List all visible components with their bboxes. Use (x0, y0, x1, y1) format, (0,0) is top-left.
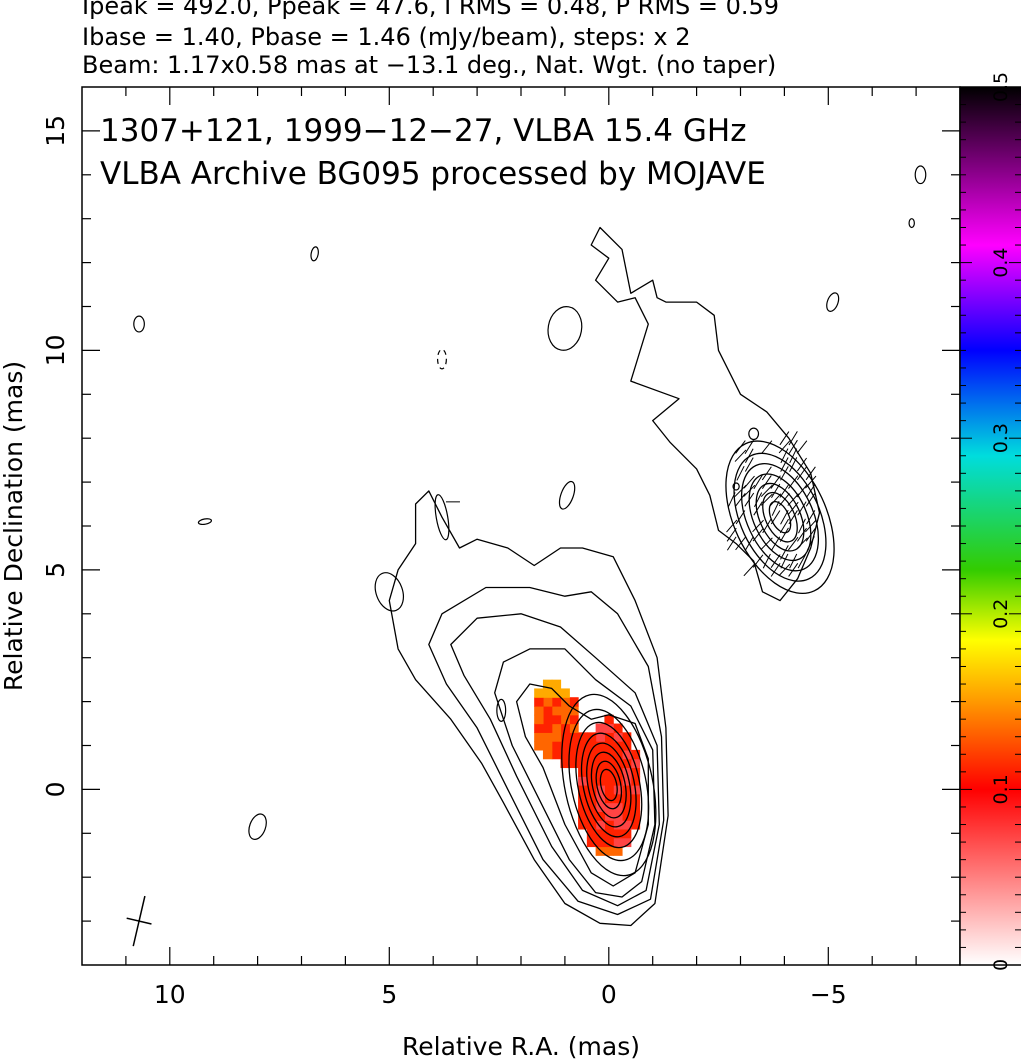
colorbar (960, 87, 1021, 965)
polarization-pixel (569, 759, 578, 768)
polarization-pixel (596, 724, 605, 733)
polarization-pixel (613, 838, 622, 847)
evpa-tick (771, 510, 780, 523)
noise-island-contour (749, 428, 759, 439)
polarization-pixel (613, 803, 622, 812)
polarization-pixel (543, 741, 552, 750)
polarization-pixel (552, 732, 561, 741)
east-component-contour (765, 498, 795, 536)
extended-emission-contour (591, 228, 819, 601)
y-tick-label: 15 (41, 115, 70, 147)
polarization-pixel (552, 680, 561, 689)
polarization-pixel (604, 794, 613, 803)
polarization-pixel (543, 750, 552, 759)
polarization-pixel (534, 688, 543, 697)
east-component-contour (715, 439, 844, 596)
evpa-tick (771, 537, 779, 551)
polarization-pixel (552, 706, 561, 715)
polarization-pixel (534, 715, 543, 724)
evpa-tick (744, 564, 755, 576)
polarization-pixel (561, 688, 570, 697)
x-tick-label: 10 (154, 980, 186, 1009)
polarization-pixel (578, 759, 587, 768)
colorbar-tick-label: 0.1 (990, 774, 1012, 804)
polarization-pixel (534, 741, 543, 750)
polarization-pixel (604, 785, 613, 794)
polarization-pixel (604, 829, 613, 838)
noise-island-contour (545, 304, 585, 353)
noise-island-contour (310, 246, 319, 261)
colorbar-tick-label: 0 (990, 959, 1012, 971)
polarization-pixel (552, 724, 561, 733)
plot-title-line2: VLBA Archive BG095 processed by MOJAVE (100, 156, 766, 192)
y-tick-label: 0 (41, 781, 70, 797)
noise-island-contour (198, 518, 212, 525)
evpa-tick (797, 441, 807, 454)
noise-island-contour (370, 569, 408, 615)
evpa-tick (770, 494, 781, 506)
polarization-pixel (596, 838, 605, 847)
noise-island-contour (915, 166, 926, 184)
polarization-pixel (543, 697, 552, 706)
polarization-pixel (543, 724, 552, 733)
evpa-tick (790, 457, 797, 471)
evpa-tick (763, 519, 771, 533)
plot-frame (82, 87, 960, 965)
evpa-tick (754, 502, 763, 516)
polarization-pixel (534, 697, 543, 706)
x-axis-label: Relative R.A. (mas) (402, 1032, 640, 1060)
polarization-pixel (534, 732, 543, 741)
polarization-pixel (596, 741, 605, 750)
contour-layer (134, 166, 926, 925)
polarization-pixel (613, 811, 622, 820)
x-tick-label: 5 (381, 980, 397, 1009)
x-tick-label: 0 (601, 980, 617, 1009)
polarization-pixel (534, 706, 543, 715)
polarization-pixel (561, 706, 570, 715)
polarization-pixel (604, 759, 613, 768)
colorbar-tick-label: 0.4 (990, 247, 1012, 277)
evpa-tick (797, 528, 806, 541)
y-axis-label: Relative Declination (mas) (0, 361, 28, 691)
noise-island-contour (824, 291, 841, 313)
noise-island-contour (909, 219, 914, 228)
y-tick-label: 5 (41, 562, 70, 578)
polarization-pixel (552, 697, 561, 706)
plot-title-line1: 1307+121, 1999−12−27, VLBA 15.4 GHz (100, 113, 746, 149)
polarization-pixel (552, 741, 561, 750)
noise-island-contour (134, 316, 145, 332)
noise-island-contour (438, 350, 447, 369)
polarization-pixel (561, 732, 570, 741)
y-tick-label: 10 (41, 334, 70, 366)
noise-island-contour (246, 812, 270, 842)
colorbar-tick-label: 0.3 (990, 423, 1012, 453)
polarization-pixel (552, 750, 561, 759)
axis-ticks: 10 5 0 −5 0 5 10 15 (41, 87, 960, 1009)
polarization-pixel (534, 724, 543, 733)
x-tick-label: −5 (810, 980, 847, 1009)
polarization-pixel (543, 732, 552, 741)
polarization-pixel (543, 706, 552, 715)
noise-island-contour (497, 699, 506, 721)
evpa-tick (781, 545, 789, 559)
noise-island-contour (556, 480, 577, 511)
evpa-tick (736, 493, 746, 506)
colorbar-tick-label: 0.5 (990, 72, 1012, 102)
polarization-pixel (613, 724, 622, 733)
polarization-pixel (543, 715, 552, 724)
polarization-pixel (543, 688, 552, 697)
polarization-pixel (604, 776, 613, 785)
colorbar-tick-label: 0.2 (990, 599, 1012, 629)
polarization-pixel (552, 715, 561, 724)
